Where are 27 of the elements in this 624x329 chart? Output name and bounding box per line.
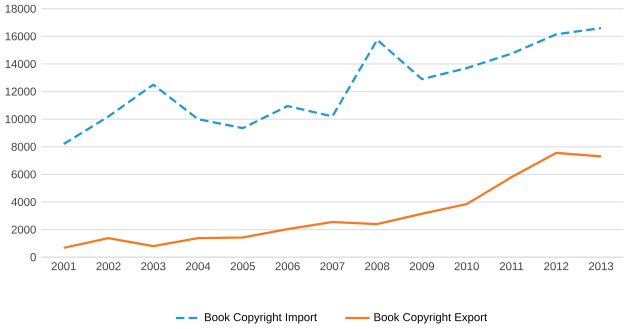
y-tick-label: 2000 (12, 226, 36, 234)
line-series (62, 152, 602, 249)
y-tick-label: 16000 (6, 32, 36, 40)
x-tick-label: 2006 (276, 262, 300, 270)
y-tick-label: 4000 (11, 198, 36, 206)
x-tick-label: 2007 (320, 262, 344, 270)
x-tick-label: 2009 (410, 262, 434, 270)
y-tick-label: 14000 (6, 60, 36, 68)
x-tick-label: 2005 (230, 262, 255, 270)
x-tick-label: 2004 (186, 262, 210, 270)
y-tick-label: 0 (30, 253, 36, 262)
x-tick-label: 2001 (52, 262, 76, 270)
y-tick-label: 12000 (6, 88, 36, 96)
x-tick-label: 2008 (365, 262, 390, 270)
y-tick-label: 18000 (6, 4, 36, 13)
x-tick-label: 2002 (96, 262, 121, 270)
y-tick-label: 10000 (6, 115, 36, 124)
x-tick-label: 2003 (141, 262, 166, 270)
x-tick-label: 2013 (588, 262, 614, 270)
y-tick-label: 6000 (12, 170, 36, 178)
x-tick-label: 2010 (454, 262, 479, 270)
legend-label: Book Copyright Import (205, 312, 317, 324)
x-tick-label: 2012 (544, 262, 568, 270)
line-series (62, 26, 602, 146)
legend-label: Book Copyright Export (374, 312, 488, 324)
x-tick-label: 2011 (500, 262, 524, 270)
y-tick-label: 8000 (12, 142, 36, 151)
